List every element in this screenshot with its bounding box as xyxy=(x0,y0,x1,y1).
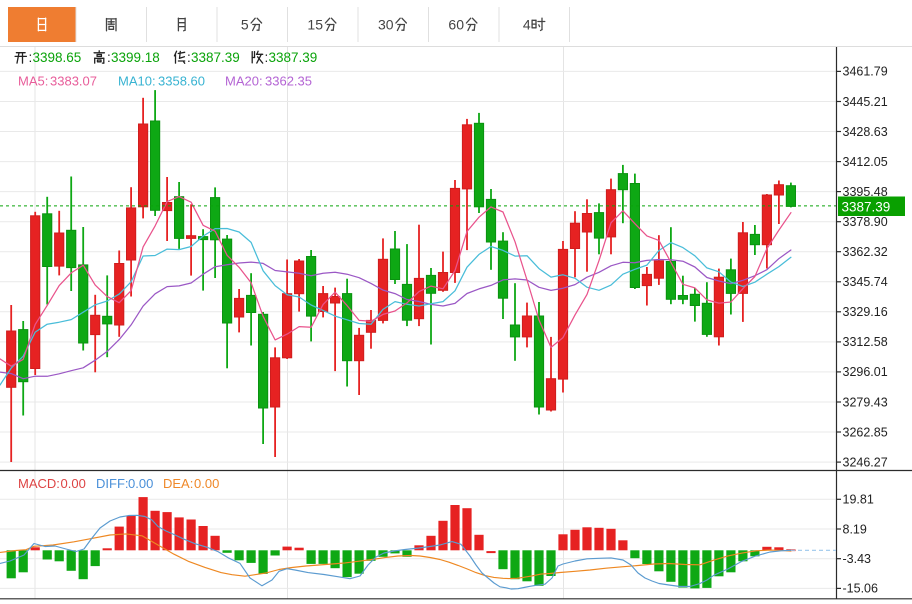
svg-text:3428.63: 3428.63 xyxy=(843,125,888,139)
svg-text:15: 15 xyxy=(307,17,323,33)
svg-text:60: 60 xyxy=(448,17,464,33)
svg-text:MACD:: MACD: xyxy=(18,476,60,491)
svg-text:3395.48: 3395.48 xyxy=(843,185,888,199)
svg-text:3383.07: 3383.07 xyxy=(50,74,97,89)
svg-text:3399.18: 3399.18 xyxy=(111,50,160,65)
svg-text:-3.43: -3.43 xyxy=(843,552,872,566)
svg-text:3461.79: 3461.79 xyxy=(843,65,888,79)
svg-text:3412.05: 3412.05 xyxy=(843,155,888,169)
svg-text:0.00: 0.00 xyxy=(128,476,153,491)
svg-text:3345.74: 3345.74 xyxy=(843,275,888,289)
svg-text:3246.27: 3246.27 xyxy=(843,455,888,469)
svg-text:3362.35: 3362.35 xyxy=(265,74,312,89)
svg-text:MA20:: MA20: xyxy=(225,74,263,89)
svg-text:3445.21: 3445.21 xyxy=(843,95,888,109)
svg-text:3329.16: 3329.16 xyxy=(843,305,888,319)
svg-text:3387.39: 3387.39 xyxy=(191,50,240,65)
svg-text:3398.65: 3398.65 xyxy=(33,50,82,65)
svg-text:0.00: 0.00 xyxy=(194,476,219,491)
svg-text:DIFF:: DIFF: xyxy=(96,476,129,491)
svg-text::: : xyxy=(107,50,111,65)
svg-text:3387.39: 3387.39 xyxy=(842,200,891,215)
svg-text:DEA:: DEA: xyxy=(163,476,193,491)
svg-text:19.81: 19.81 xyxy=(843,493,874,507)
svg-text:3296.01: 3296.01 xyxy=(843,365,888,379)
svg-text:-15.06: -15.06 xyxy=(843,582,878,596)
svg-text::: : xyxy=(187,50,191,65)
svg-text::: : xyxy=(265,50,269,65)
svg-text:5: 5 xyxy=(241,17,249,33)
svg-text:MA5:: MA5: xyxy=(18,74,48,89)
svg-text:3262.85: 3262.85 xyxy=(843,425,888,439)
svg-text:MA10:: MA10: xyxy=(118,74,156,89)
svg-text:3387.39: 3387.39 xyxy=(269,50,318,65)
svg-text:3378.90: 3378.90 xyxy=(843,215,888,229)
svg-text:3358.60: 3358.60 xyxy=(158,74,205,89)
svg-text:0.00: 0.00 xyxy=(61,476,86,491)
svg-text:30: 30 xyxy=(378,17,394,33)
svg-text::: : xyxy=(29,50,33,65)
svg-text:3279.43: 3279.43 xyxy=(843,395,888,409)
svg-text:8.19: 8.19 xyxy=(843,522,867,536)
svg-text:3312.58: 3312.58 xyxy=(843,335,888,349)
svg-text:3362.32: 3362.32 xyxy=(843,245,888,259)
svg-text:4: 4 xyxy=(523,17,531,33)
